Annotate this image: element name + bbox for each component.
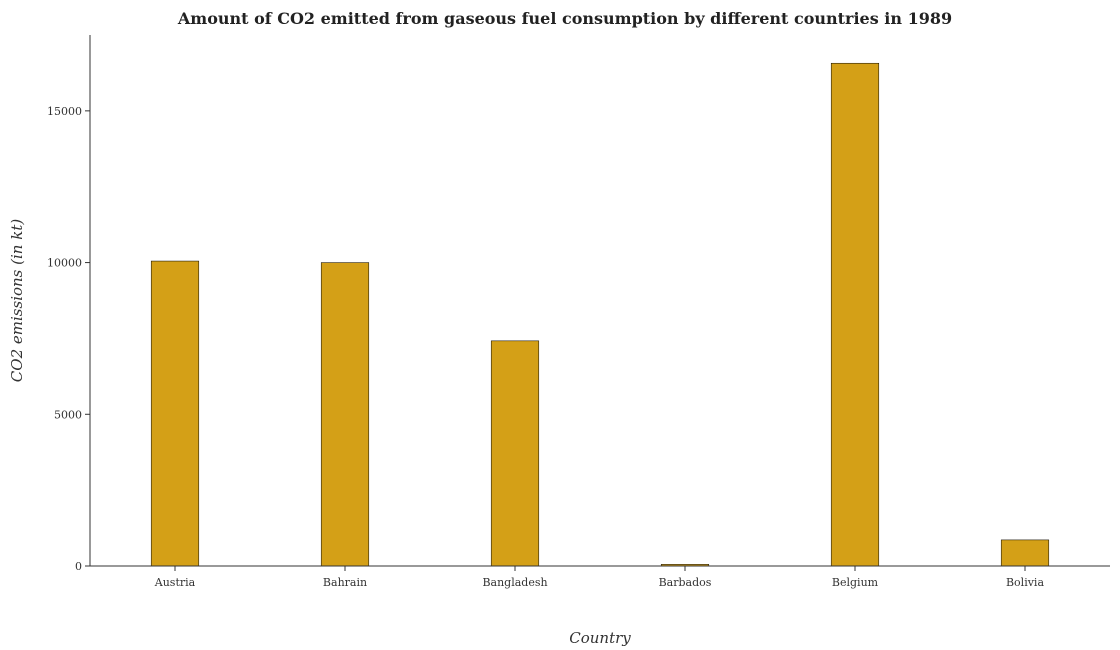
y-tick-label: 15000 (47, 105, 82, 118)
y-ticks-group: 0 5000 10000 15000 (47, 105, 90, 573)
y-tick-label: 5000 (54, 408, 82, 421)
y-axis-label: CO2 emissions (in kt) (8, 219, 26, 383)
x-tick-label: Belgium (832, 576, 879, 589)
bar-austria (150, 260, 200, 567)
x-tick-label: Bahrain (323, 576, 367, 589)
bar-belgium (830, 62, 880, 567)
bar-bolivia (1000, 539, 1050, 567)
x-ticks-group: Austria Bahrain Bangladesh Barbados Belgium B… (154, 566, 1044, 589)
x-axis-label: Country (569, 629, 631, 647)
bar-bangladesh (490, 340, 540, 567)
x-tick-label: Bangladesh (482, 576, 547, 589)
chart-title: Amount of CO2 emitted from gaseous fuel … (177, 9, 952, 28)
bar-bahrain (320, 262, 370, 567)
x-tick-label: Bolivia (1006, 576, 1044, 589)
bars-group (150, 62, 1050, 567)
y-tick-label: 10000 (47, 257, 82, 270)
x-tick-label: Austria (154, 576, 196, 589)
x-tick-label: Barbados (659, 576, 712, 589)
y-tick-label: 0 (75, 560, 82, 573)
